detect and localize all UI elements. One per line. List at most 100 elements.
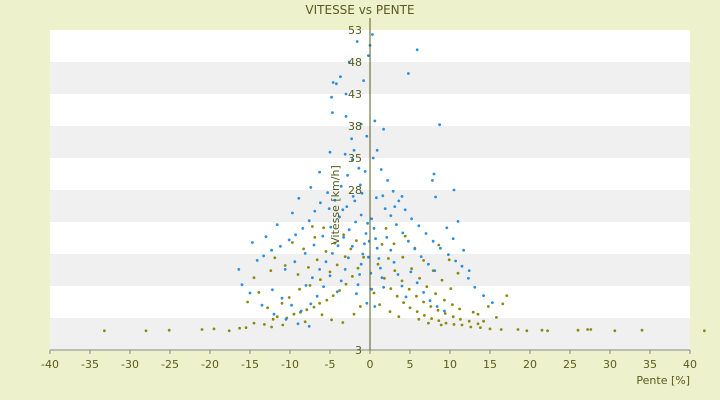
data-point-series-1 [430,317,433,320]
data-point-series-1 [423,314,426,317]
data-point-series-1 [338,289,341,292]
x-tick-label: 30 [603,358,617,371]
data-point-series-2 [318,268,321,271]
data-point-series-2 [377,257,381,260]
data-point-series-1 [167,328,171,332]
data-point-series-2 [326,191,329,195]
data-point-series-2 [304,284,308,287]
data-point-series-2 [373,119,377,123]
data-point-series-1 [331,294,335,297]
data-point-series-1 [144,329,148,333]
data-point-series-1 [410,267,413,271]
data-point-series-1 [376,262,380,266]
data-point-series-2 [467,276,470,280]
data-point-series-1 [451,303,454,306]
data-point-series-2 [372,227,376,230]
data-point-series-2 [280,296,284,300]
data-point-series-2 [339,184,343,188]
data-point-series-1 [273,256,277,260]
data-point-series-1 [275,315,279,319]
x-tick-label: 0 [367,358,374,371]
data-point-series-2 [467,269,471,272]
data-point-series-1 [403,234,407,238]
y-tick-label: 3 [355,344,362,357]
data-point-series-2 [424,232,428,235]
data-point-series-1 [322,226,325,230]
data-point-series-1 [458,307,461,311]
data-point-series-2 [359,122,363,126]
data-point-series-1 [505,294,509,297]
data-point-series-1 [499,328,503,331]
data-point-series-2 [287,238,291,242]
data-point-series-2 [389,214,393,218]
data-point-series-2 [272,312,276,316]
data-point-series-1 [305,308,309,312]
data-point-series-2 [397,199,401,203]
data-point-series-1 [501,302,505,306]
data-point-series-1 [312,305,316,309]
data-point-series-2 [454,259,457,263]
data-point-series-1 [342,233,345,237]
data-point-series-2 [335,290,339,294]
data-point-series-1 [343,255,347,258]
data-point-series-2 [400,195,404,198]
data-point-series-1 [287,296,291,299]
data-point-series-2 [329,225,333,229]
data-point-series-2 [312,243,316,247]
data-point-series-2 [401,231,405,235]
x-axis-title: Pente [%] [636,374,690,387]
data-point-series-1 [469,325,473,329]
data-point-series-2 [315,294,319,298]
data-point-series-2 [248,291,252,295]
x-tick-label: -35 [81,358,99,371]
data-point-series-2 [354,220,357,224]
data-point-series-2 [291,211,294,215]
data-point-series-2 [270,248,273,252]
data-point-series-1 [307,266,310,269]
data-point-series-2 [307,324,311,328]
data-point-series-1 [324,250,328,253]
data-point-series-1 [387,257,390,260]
data-point-series-1 [333,241,337,245]
data-point-series-2 [375,196,378,200]
data-point-series-2 [359,213,363,217]
x-tick-label: -15 [241,358,259,371]
data-point-series-2 [339,279,343,283]
data-point-series-1 [440,278,444,282]
data-point-series-2 [404,295,408,299]
data-point-series-1 [269,269,273,272]
data-point-series-2 [379,168,383,171]
data-point-series-1 [335,263,339,267]
data-point-series-2 [452,188,456,192]
data-point-series-1 [319,278,322,281]
data-point-series-1 [467,319,471,323]
data-point-series-2 [367,54,370,57]
data-point-series-2 [374,237,377,241]
data-point-series-2 [363,170,367,173]
y-axis-ticks: 3 28 35 38 43 48 53 [348,24,362,357]
data-point-series-2 [356,283,360,287]
data-point-series-2 [392,260,396,264]
data-point-series-2 [262,254,265,258]
data-point-series-2 [283,268,287,271]
data-point-series-2 [434,195,437,199]
data-point-series-2 [328,274,332,278]
data-point-series-2 [330,95,333,99]
data-point-series-2 [303,252,307,255]
data-point-series-1 [362,255,365,259]
data-point-series-2 [482,294,485,297]
data-point-series-1 [351,275,354,278]
data-point-series-2 [346,173,349,177]
data-point-series-1 [418,276,421,280]
data-point-series-2 [415,48,419,52]
data-point-series-1 [389,287,393,290]
data-point-series-1 [703,329,706,333]
x-tick-label: 5 [407,358,414,371]
y-axis-title: Vitesse [km/h] [329,165,342,245]
data-point-series-1 [320,313,324,317]
y-tick-label: 48 [348,56,362,69]
data-point-series-2 [386,179,389,182]
data-point-series-2 [350,137,353,141]
data-point-series-1 [291,241,294,244]
x-tick-label: -20 [201,358,219,371]
